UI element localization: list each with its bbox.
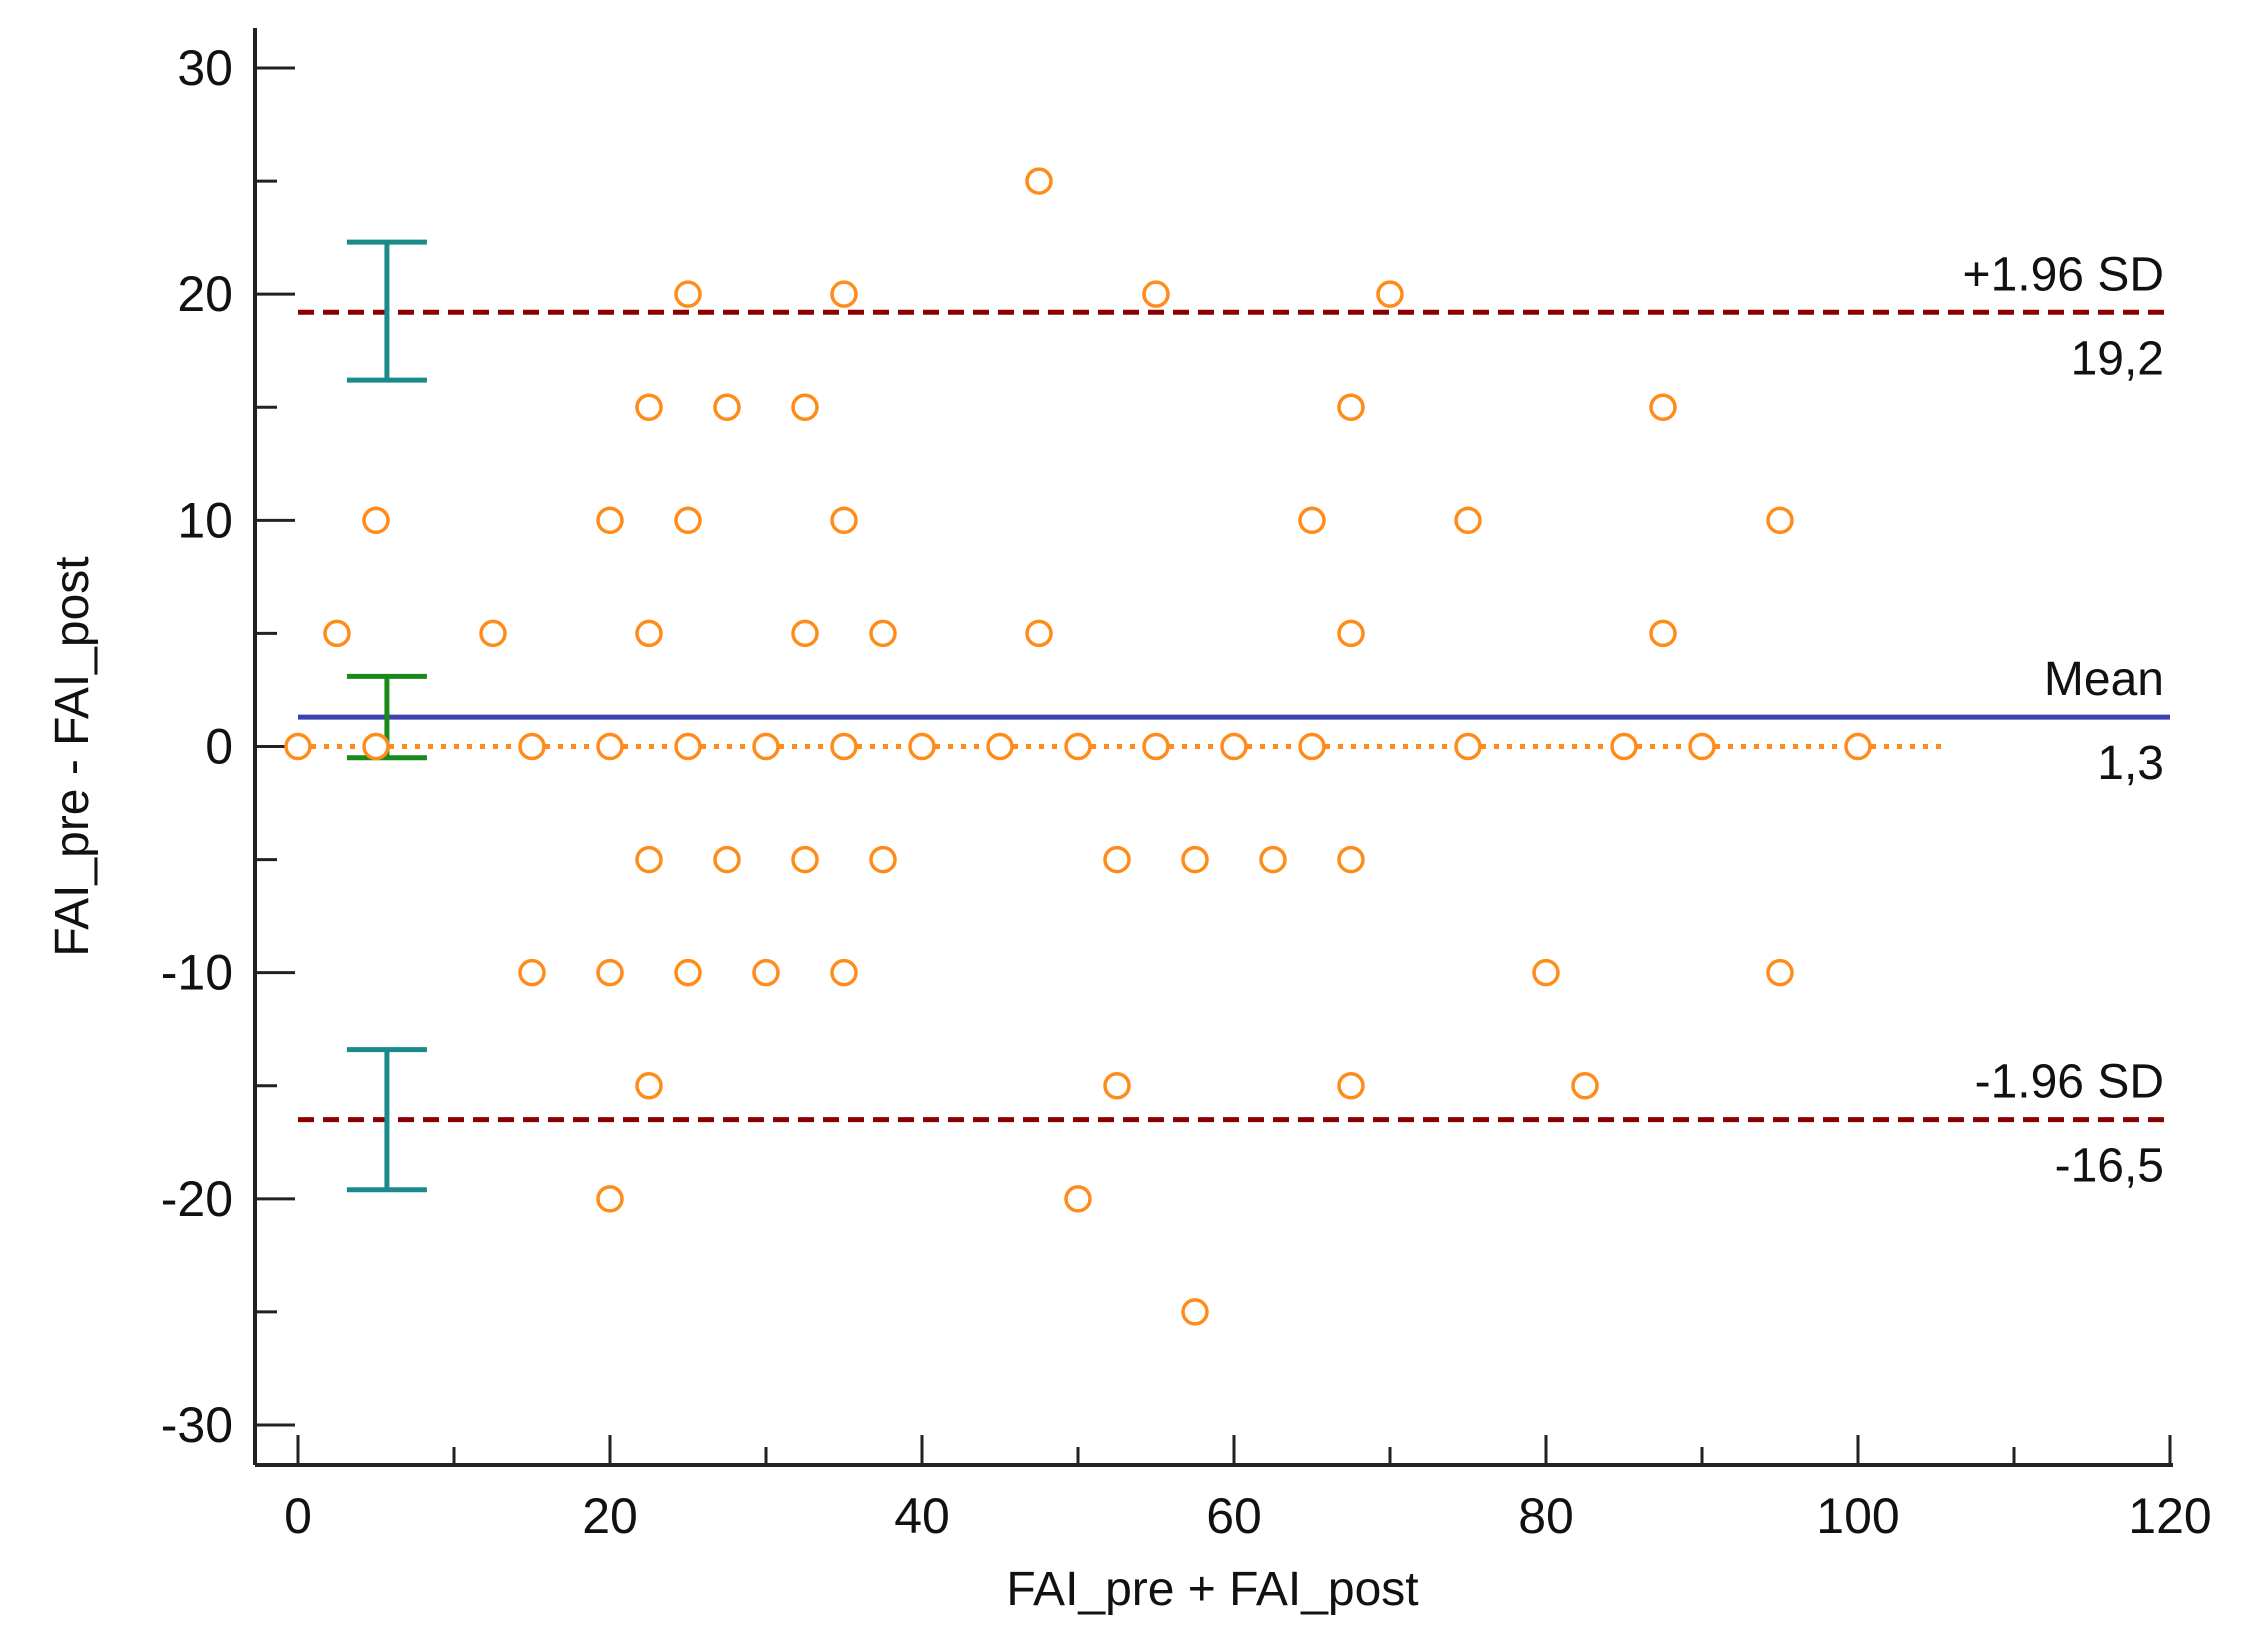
data-point (713, 845, 741, 874)
data-point (752, 732, 780, 761)
data-point (830, 506, 858, 535)
data-point (1844, 732, 1872, 761)
confidence-interval-bars (346, 239, 427, 1193)
y-tick-label: -10 (161, 945, 233, 1001)
y-tick-label: 0 (205, 719, 233, 775)
data-point (1610, 732, 1638, 761)
data-point (362, 506, 390, 535)
y-tick-label: -30 (161, 1397, 233, 1453)
data-point (518, 958, 546, 987)
data-point (479, 619, 507, 648)
data-point (1688, 732, 1716, 761)
data-point (752, 958, 780, 987)
data-point (1181, 1298, 1209, 1326)
data-point (986, 732, 1014, 761)
mean-value: 1,3 (2097, 737, 2164, 790)
data-point (1298, 732, 1326, 761)
mean-label: Mean (2044, 653, 2164, 706)
y-tick-label: 20 (177, 266, 233, 322)
data-point (1142, 280, 1170, 308)
data-point (1649, 619, 1677, 648)
data-points (284, 167, 1872, 1326)
data-point (791, 619, 819, 648)
data-point (1025, 619, 1053, 648)
data-point (596, 958, 624, 987)
data-point (1298, 506, 1326, 535)
y-tick-label: -20 (161, 1171, 233, 1227)
data-point (1181, 845, 1209, 874)
data-point (362, 732, 390, 761)
data-point (869, 845, 897, 874)
data-point (1571, 1072, 1599, 1100)
x-tick-label: 120 (2128, 1488, 2211, 1544)
data-point (635, 619, 663, 648)
data-point (713, 393, 741, 421)
data-point (791, 845, 819, 874)
data-point (830, 958, 858, 987)
data-point (674, 732, 702, 761)
y-tick-label: 10 (177, 492, 233, 548)
x-tick-label: 20 (582, 1488, 638, 1544)
data-point (635, 1072, 663, 1100)
data-point (1454, 732, 1482, 761)
upper-loa-value: 19,2 (2071, 332, 2164, 385)
data-point (1337, 1072, 1365, 1100)
data-point (1142, 732, 1170, 761)
data-point (1376, 280, 1404, 308)
data-point (674, 958, 702, 987)
data-point (1064, 1185, 1092, 1213)
upper-loa-ci (346, 239, 427, 383)
data-point (635, 845, 663, 874)
y-tick-label: 30 (177, 40, 233, 96)
data-point (830, 732, 858, 761)
data-point (830, 280, 858, 308)
labels: FAI_pre + FAI_post FAI_pre - FAI_post +1… (46, 248, 2164, 1616)
data-point (908, 732, 936, 761)
data-point (635, 393, 663, 421)
data-point (1220, 732, 1248, 761)
data-point (1337, 619, 1365, 648)
data-point (1766, 506, 1794, 535)
data-point (1337, 393, 1365, 421)
data-point (323, 619, 351, 648)
data-point (1649, 393, 1677, 421)
x-tick-label: 60 (1206, 1488, 1262, 1544)
lower-loa-ci (346, 1047, 427, 1193)
data-point (1454, 506, 1482, 535)
data-point (1766, 958, 1794, 987)
x-axis-title: FAI_pre + FAI_post (1006, 1563, 1418, 1616)
data-point (1064, 732, 1092, 761)
x-tick-label: 40 (894, 1488, 950, 1544)
data-point (869, 619, 897, 648)
data-point (1532, 958, 1560, 987)
data-point (1025, 167, 1053, 195)
lower-loa-label: -1.96 SD (1975, 1056, 2164, 1109)
lower-loa-value: -16,5 (2055, 1140, 2164, 1193)
reference-lines (298, 309, 2170, 1123)
data-point (284, 732, 312, 761)
data-point (518, 732, 546, 761)
data-point (596, 732, 624, 761)
x-tick-label: 0 (284, 1488, 312, 1544)
data-point (674, 280, 702, 308)
y-axis-title: FAI_pre - FAI_post (46, 556, 99, 956)
x-tick-label: 100 (1816, 1488, 1899, 1544)
data-point (791, 393, 819, 421)
data-point (674, 506, 702, 535)
data-point (1337, 845, 1365, 874)
data-point (596, 1185, 624, 1213)
data-point (1259, 845, 1287, 874)
data-point (596, 506, 624, 535)
upper-loa-label: +1.96 SD (1963, 248, 2164, 301)
axes: -30 -20 -10 0 10 20 30 0 20 40 60 80 100 120 (161, 28, 2212, 1544)
x-tick-label: 80 (1518, 1488, 1574, 1544)
data-point (1103, 1072, 1131, 1100)
data-point (1103, 845, 1131, 874)
